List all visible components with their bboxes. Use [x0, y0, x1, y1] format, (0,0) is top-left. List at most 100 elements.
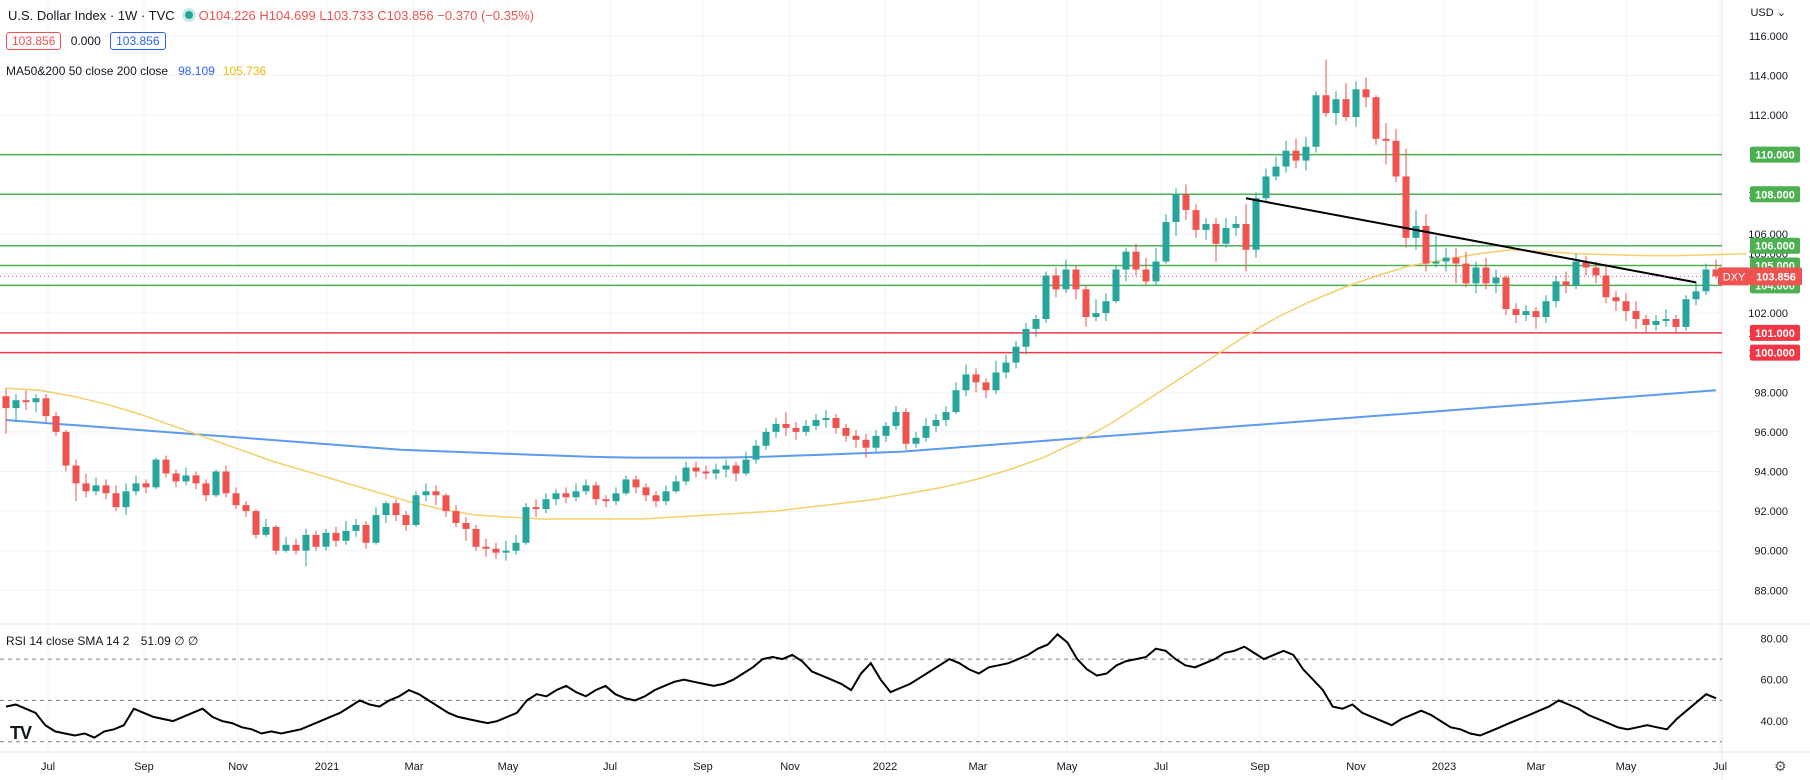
candle: [402, 511, 410, 531]
candle: [1072, 265, 1080, 300]
candle: [772, 418, 780, 438]
candle-body: [712, 469, 720, 474]
candle-body: [22, 400, 30, 403]
candle-body: [932, 420, 940, 426]
candle: [1182, 184, 1190, 220]
candle: [272, 524, 280, 555]
candle: [482, 538, 490, 557]
candle: [1502, 275, 1510, 316]
tradingview-logo-icon[interactable]: TV: [10, 723, 32, 743]
chevron-down-icon: ⌄: [1776, 7, 1786, 19]
candle-body: [472, 528, 480, 547]
candle: [1512, 303, 1520, 323]
candle: [1522, 305, 1530, 321]
rsi-tick-label: 60.00: [1760, 675, 1788, 687]
candle-body: [492, 548, 500, 553]
candle-body: [432, 491, 440, 496]
candle-body: [552, 493, 560, 500]
candle: [902, 408, 910, 450]
price-axis[interactable]: 116.000114.000112.000110.000108.000106.0…: [1748, 31, 1788, 728]
bid-price[interactable]: 103.856: [6, 32, 62, 50]
candle: [292, 538, 300, 555]
candle-body: [842, 427, 850, 436]
candle-body: [1552, 281, 1560, 302]
x-tick-label: Sep: [1250, 761, 1270, 773]
candle-body: [1232, 223, 1240, 228]
candle: [822, 410, 830, 428]
y-tick-label: 94.000: [1754, 466, 1788, 478]
symbol-title[interactable]: U.S. Dollar Index · 1W · TVC: [8, 8, 175, 23]
candle-body: [152, 459, 160, 488]
candle-body: [722, 465, 730, 470]
candle: [692, 461, 700, 478]
candle: [232, 487, 240, 510]
candle: [1552, 275, 1560, 308]
trendline[interactable]: [1245, 197, 1697, 284]
candle: [522, 503, 530, 545]
candle: [132, 475, 140, 496]
candle: [762, 427, 770, 450]
candle: [1652, 315, 1660, 331]
candle: [312, 530, 320, 551]
candle: [922, 418, 930, 442]
candle-body: [1272, 166, 1280, 177]
x-tick-label: Jul: [1713, 761, 1727, 773]
rsi-line: [5, 632, 1717, 739]
candle-body: [252, 511, 260, 535]
candle: [392, 499, 400, 521]
candle-body: [12, 400, 20, 409]
x-tick-label: May: [498, 761, 519, 773]
candle: [1002, 354, 1010, 379]
candle-body: [762, 431, 770, 446]
candle: [802, 420, 810, 436]
candle: [162, 455, 170, 478]
ohlc-open: O104.226: [198, 8, 256, 23]
ask-price[interactable]: 103.856: [110, 32, 166, 50]
candle: [1142, 257, 1150, 286]
candle-body: [392, 503, 400, 516]
candle: [302, 528, 310, 567]
candle: [1392, 128, 1400, 183]
candle: [612, 487, 620, 506]
candle-body: [1482, 267, 1490, 284]
symbol-legend[interactable]: U.S. Dollar Index · 1W · TVC O104.226 H10…: [8, 8, 534, 23]
candle: [382, 501, 390, 523]
candle: [92, 477, 100, 496]
ma50-value: 98.109: [178, 64, 215, 78]
candle-body: [72, 465, 80, 484]
candle: [1542, 295, 1550, 323]
candle: [62, 429, 70, 472]
candle-body: [1132, 251, 1140, 270]
time-axis[interactable]: Jul Sep Nov 2021 Mar May Jul Sep Nov 2022 Mar May Ju…: [41, 761, 1727, 773]
rsi-legend[interactable]: RSI 14 close SMA 14 2 51.09 ∅ ∅: [6, 634, 198, 648]
candle: [952, 382, 960, 415]
ohlc-low: L103.733: [319, 8, 374, 23]
candle-body: [682, 467, 690, 482]
candle-body: [642, 487, 650, 496]
candle-body: [1572, 261, 1580, 286]
candle-body: [782, 423, 790, 428]
candle: [662, 485, 670, 506]
candle-body: [1512, 309, 1520, 316]
candle: [532, 499, 540, 518]
candle-body: [1302, 146, 1310, 161]
candle: [1242, 204, 1250, 272]
level-tag-label: 100.000: [1755, 348, 1795, 360]
candle-body: [1212, 223, 1220, 244]
candle: [1222, 218, 1230, 248]
candle: [1642, 315, 1650, 333]
candle-body: [892, 412, 900, 426]
candle-body: [902, 412, 910, 444]
candle: [1562, 271, 1570, 294]
ma-legend[interactable]: MA50&200 50 close 200 close 98.109 105.736: [6, 64, 266, 78]
gear-icon[interactable]: ⚙: [1774, 758, 1787, 774]
rsi-values: 51.09 ∅ ∅: [140, 634, 199, 648]
candle-body: [592, 485, 600, 500]
candle-body: [1712, 269, 1720, 277]
x-tick-label: May: [1057, 761, 1078, 773]
candle: [1462, 251, 1470, 288]
currency-selector[interactable]: USD ⌄: [1750, 6, 1786, 19]
candle: [1422, 214, 1430, 272]
